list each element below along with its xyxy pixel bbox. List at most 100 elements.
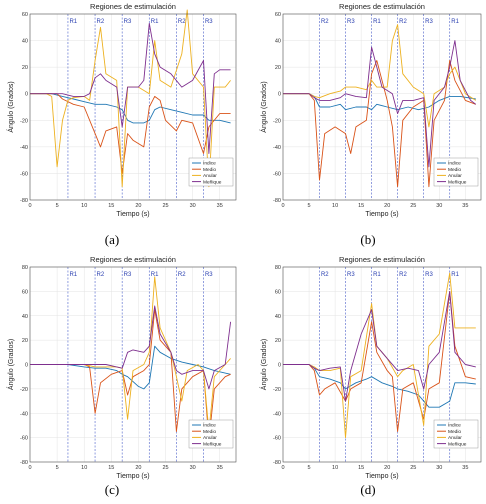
region-label: R1 — [451, 272, 459, 278]
x-tick-label: 15 — [358, 465, 364, 471]
x-tick-label: 15 — [108, 465, 114, 471]
x-tick-label: 10 — [332, 203, 338, 209]
region-label: R2 — [321, 272, 329, 278]
y-tick-label: 40 — [275, 39, 281, 45]
y-tick-label: -60 — [20, 436, 28, 442]
region-label: R3 — [347, 19, 355, 25]
x-tick-label: 5 — [308, 203, 311, 209]
legend-label: Medio — [203, 429, 216, 435]
series-line-4 — [283, 290, 476, 402]
region-label: R3 — [205, 272, 213, 278]
region-label: R2 — [178, 19, 186, 25]
region-label: R2 — [321, 19, 329, 25]
panel-caption: (c) — [105, 482, 119, 497]
legend-label: Anular — [203, 173, 217, 179]
region-label: R1 — [69, 19, 77, 25]
legend-label: Índice — [203, 160, 216, 167]
x-axis-label: Tiempo (s) — [116, 211, 149, 218]
y-tick-label: 60 — [22, 12, 28, 18]
y-tick-label: -60 — [273, 171, 281, 177]
y-tick-label: -80 — [20, 460, 28, 466]
legend-label: Índice — [448, 160, 461, 167]
plot-frame — [282, 13, 482, 201]
region-label: R3 — [205, 19, 213, 25]
legend-label: Meñique — [203, 441, 222, 447]
x-tick-label: 20 — [135, 465, 141, 471]
series-line-4 — [283, 40, 477, 168]
y-tick-label: -60 — [20, 171, 28, 177]
x-tick-label: 15 — [358, 203, 364, 209]
y-tick-label: 40 — [22, 314, 28, 320]
y-tick-label: -20 — [273, 118, 281, 124]
x-tick-label: 10 — [81, 203, 87, 209]
x-tick-label: 25 — [410, 203, 416, 209]
region-label: R1 — [373, 272, 381, 278]
y-tick-label: 20 — [275, 65, 281, 71]
series-line-1 — [283, 364, 476, 408]
region-label: R1 — [151, 272, 159, 278]
x-tick-label: 0 — [28, 203, 31, 209]
y-tick-label: -40 — [273, 145, 281, 151]
region-label: R3 — [124, 19, 132, 25]
x-tick-label: 35 — [462, 465, 468, 471]
x-tick-label: 30 — [190, 465, 196, 471]
series-line-4 — [30, 22, 231, 154]
y-tick-label: -80 — [273, 198, 281, 204]
series-line-3 — [30, 9, 231, 188]
x-tick-label: 25 — [162, 203, 168, 209]
x-tick-label: 0 — [28, 465, 31, 471]
x-tick-label: 20 — [384, 203, 390, 209]
chart-title: Regiones de estimulación — [90, 255, 176, 264]
y-tick-label: 0 — [25, 363, 28, 369]
y-tick-label: -20 — [20, 118, 28, 124]
region-label: R1 — [373, 19, 381, 25]
panel-caption: (d) — [360, 482, 375, 497]
y-axis-label: Ángulo (Grados) — [6, 81, 15, 132]
x-tick-label: 35 — [217, 203, 223, 209]
chart-panel-3: Regiones de estimulación R1 R2 R3 R1 R2 R3 0 5 10… — [6, 255, 237, 497]
legend-label: Meñique — [448, 441, 467, 447]
chart-title: Regiones de estimulación — [90, 2, 176, 11]
y-tick-label: -40 — [20, 145, 28, 151]
series-line-1 — [30, 93, 231, 124]
legend-label: Meñique — [448, 179, 467, 185]
y-tick-label: 40 — [22, 39, 28, 45]
y-tick-label: -80 — [273, 460, 281, 466]
y-axis-label: Ángulo (Grados) — [259, 81, 268, 132]
region-label: R3 — [124, 272, 132, 278]
panel-caption: (b) — [360, 232, 375, 247]
y-tick-label: 80 — [22, 265, 28, 271]
x-tick-label: 35 — [217, 465, 223, 471]
region-label: R2 — [97, 272, 105, 278]
region-label: R3 — [425, 272, 433, 278]
y-axis-label: Ángulo (Grados) — [259, 339, 268, 390]
x-tick-label: 10 — [332, 465, 338, 471]
legend-label: Medio — [448, 429, 461, 435]
chart-panel-1: Regiones de estimulación R1 R2 R3 R1 R2 R3 0 5 10… — [6, 2, 237, 247]
x-axis-label: Tiempo (s) — [365, 211, 398, 218]
series-line-2 — [283, 290, 476, 432]
legend-label: Anular — [203, 435, 217, 441]
chart-title: Regiones de estimulación — [339, 255, 425, 264]
chart-title: Regiones de estimulación — [339, 2, 425, 11]
legend-label: Índice — [203, 422, 216, 429]
x-tick-label: 35 — [462, 203, 468, 209]
legend-label: Índice — [448, 422, 461, 429]
y-tick-label: 20 — [22, 65, 28, 71]
region-label: R2 — [97, 19, 105, 25]
legend-label: Medio — [203, 167, 216, 173]
series-line-2 — [30, 93, 231, 174]
x-tick-label: 15 — [108, 203, 114, 209]
x-tick-label: 30 — [436, 465, 442, 471]
series-line-1 — [30, 345, 231, 390]
region-label: R2 — [178, 272, 186, 278]
y-tick-label: -40 — [20, 411, 28, 417]
legend-label: Anular — [448, 435, 462, 441]
region-label: R2 — [399, 19, 407, 25]
x-tick-label: 0 — [281, 465, 284, 471]
y-tick-label: 0 — [278, 363, 281, 369]
